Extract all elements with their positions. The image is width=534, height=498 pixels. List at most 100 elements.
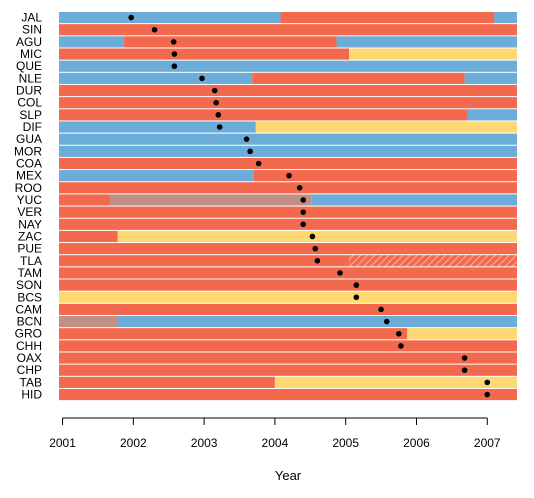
row-coa — [59, 157, 517, 170]
segment-col-0-red — [59, 97, 517, 109]
row-tam — [59, 267, 517, 279]
segment-agu-1-red — [124, 36, 337, 48]
segment-chh-0-red — [59, 340, 517, 352]
segment-gro-1-yellow — [407, 328, 517, 340]
segment-bcn-0-gray — [59, 316, 118, 328]
segment-coa-0-red — [59, 157, 517, 170]
row-bcs — [59, 291, 517, 303]
segment-roo-0-red — [59, 182, 517, 194]
state-label-nay: NAY — [18, 217, 42, 231]
dot-jal — [128, 14, 134, 21]
dot-nay — [300, 221, 307, 228]
rows-layer — [59, 12, 518, 401]
x-axis: 2001 2002 2003 2004 2005 2006 2007 — [49, 417, 501, 450]
segment-mex-1-red — [253, 170, 518, 182]
segment-chp-0-red — [59, 364, 517, 376]
dot-roo — [296, 185, 303, 191]
row-oax — [59, 352, 517, 364]
segment-nle-2-blue — [464, 72, 517, 84]
state-label-zac: ZAC — [18, 229, 42, 243]
dot-chp — [461, 367, 468, 374]
state-label-bcn: BCN — [17, 315, 42, 329]
dot-hid — [484, 391, 491, 398]
state-label-sin: SIN — [22, 23, 42, 37]
state-label-gua: GUA — [16, 132, 42, 146]
dot-tab — [484, 379, 491, 386]
segment-mor-0-blue — [59, 145, 517, 157]
segment-nay-0-red — [59, 218, 517, 230]
dot-mex — [286, 172, 292, 179]
state-label-yuc: YUC — [17, 193, 43, 207]
row-hid — [59, 388, 517, 401]
segment-tam-0-red — [59, 267, 517, 279]
row-mex — [59, 170, 518, 182]
segment-jal-0-blue — [59, 12, 281, 24]
segment-oax-0-red — [59, 352, 517, 364]
segment-nle-0-blue — [59, 72, 253, 84]
dot-bcs — [353, 294, 360, 301]
dot-pue — [312, 245, 319, 252]
row-yuc — [59, 194, 517, 206]
dot-dif — [216, 124, 223, 130]
x-tick-label-2005: 2005 — [332, 436, 359, 450]
state-label-mor: MOR — [14, 144, 42, 158]
dot-zac — [309, 233, 316, 240]
segment-son-0-red — [59, 279, 517, 291]
row-ver — [59, 206, 517, 218]
dot-gua — [243, 136, 250, 142]
segment-tla-0-red — [59, 255, 350, 267]
state-label-col: COL — [17, 96, 42, 110]
row-slp — [59, 109, 517, 121]
segment-dur-0-red — [59, 84, 517, 97]
dot-dur — [211, 87, 218, 94]
segment-slp-1-blue — [467, 109, 517, 121]
row-que — [59, 60, 517, 72]
x-axis-title: Year — [275, 468, 302, 483]
x-tick-label-2004: 2004 — [262, 436, 289, 450]
segment-jal-1-red — [280, 12, 495, 24]
row-jal — [59, 12, 517, 24]
segment-bcs-0-yellow — [59, 291, 517, 303]
state-label-pue: PUE — [17, 242, 42, 256]
segment-dif-0-blue — [59, 121, 256, 133]
dot-cam — [378, 306, 384, 313]
dot-col — [213, 99, 219, 106]
dot-mor — [247, 148, 253, 155]
segment-mic-0-red — [59, 48, 350, 60]
row-sin — [59, 24, 517, 36]
segment-slp-0-red — [59, 109, 468, 121]
dot-tla — [314, 257, 321, 264]
x-tick-label-2003: 2003 — [191, 436, 218, 450]
dot-chh — [398, 343, 404, 349]
dot-mic — [171, 51, 178, 57]
row-tla — [59, 255, 517, 267]
row-dur — [59, 84, 517, 97]
state-label-que: QUE — [16, 59, 42, 73]
row-mor — [59, 145, 517, 157]
row-son — [59, 279, 517, 291]
dots-layer — [128, 14, 491, 398]
dot-ver — [300, 209, 307, 215]
row-zac — [59, 230, 517, 243]
segment-pue-0-red — [59, 243, 517, 255]
segment-yuc-0-red — [59, 194, 110, 206]
state-label-agu: AGU — [16, 35, 42, 49]
state-label-mex: MEX — [16, 169, 42, 183]
state-label-tab: TAB — [20, 375, 42, 389]
state-labels: JALSINAGUMICQUENLEDURCOLSLPDIFGUAMORCOAM… — [14, 11, 42, 402]
state-label-mic: MIC — [20, 47, 42, 61]
state-label-nle: NLE — [19, 71, 42, 85]
row-pue — [59, 243, 517, 255]
state-label-ver: VER — [17, 205, 42, 219]
segment-mex-0-blue — [59, 170, 254, 182]
state-label-cam: CAM — [15, 302, 42, 316]
segment-bcn-1-blue — [117, 316, 518, 328]
dot-nle — [199, 75, 205, 82]
dot-gro — [395, 330, 402, 337]
row-cam — [59, 303, 517, 315]
row-nle — [59, 72, 517, 84]
segment-hid-0-red — [59, 388, 517, 401]
dot-slp — [215, 112, 222, 118]
dot-yuc — [300, 197, 307, 203]
